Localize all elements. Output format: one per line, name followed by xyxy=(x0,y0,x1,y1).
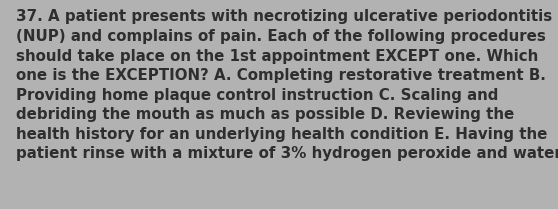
Text: 37. A patient presents with necrotizing ulcerative periodontitis
(NUP) and compl: 37. A patient presents with necrotizing … xyxy=(16,9,558,161)
